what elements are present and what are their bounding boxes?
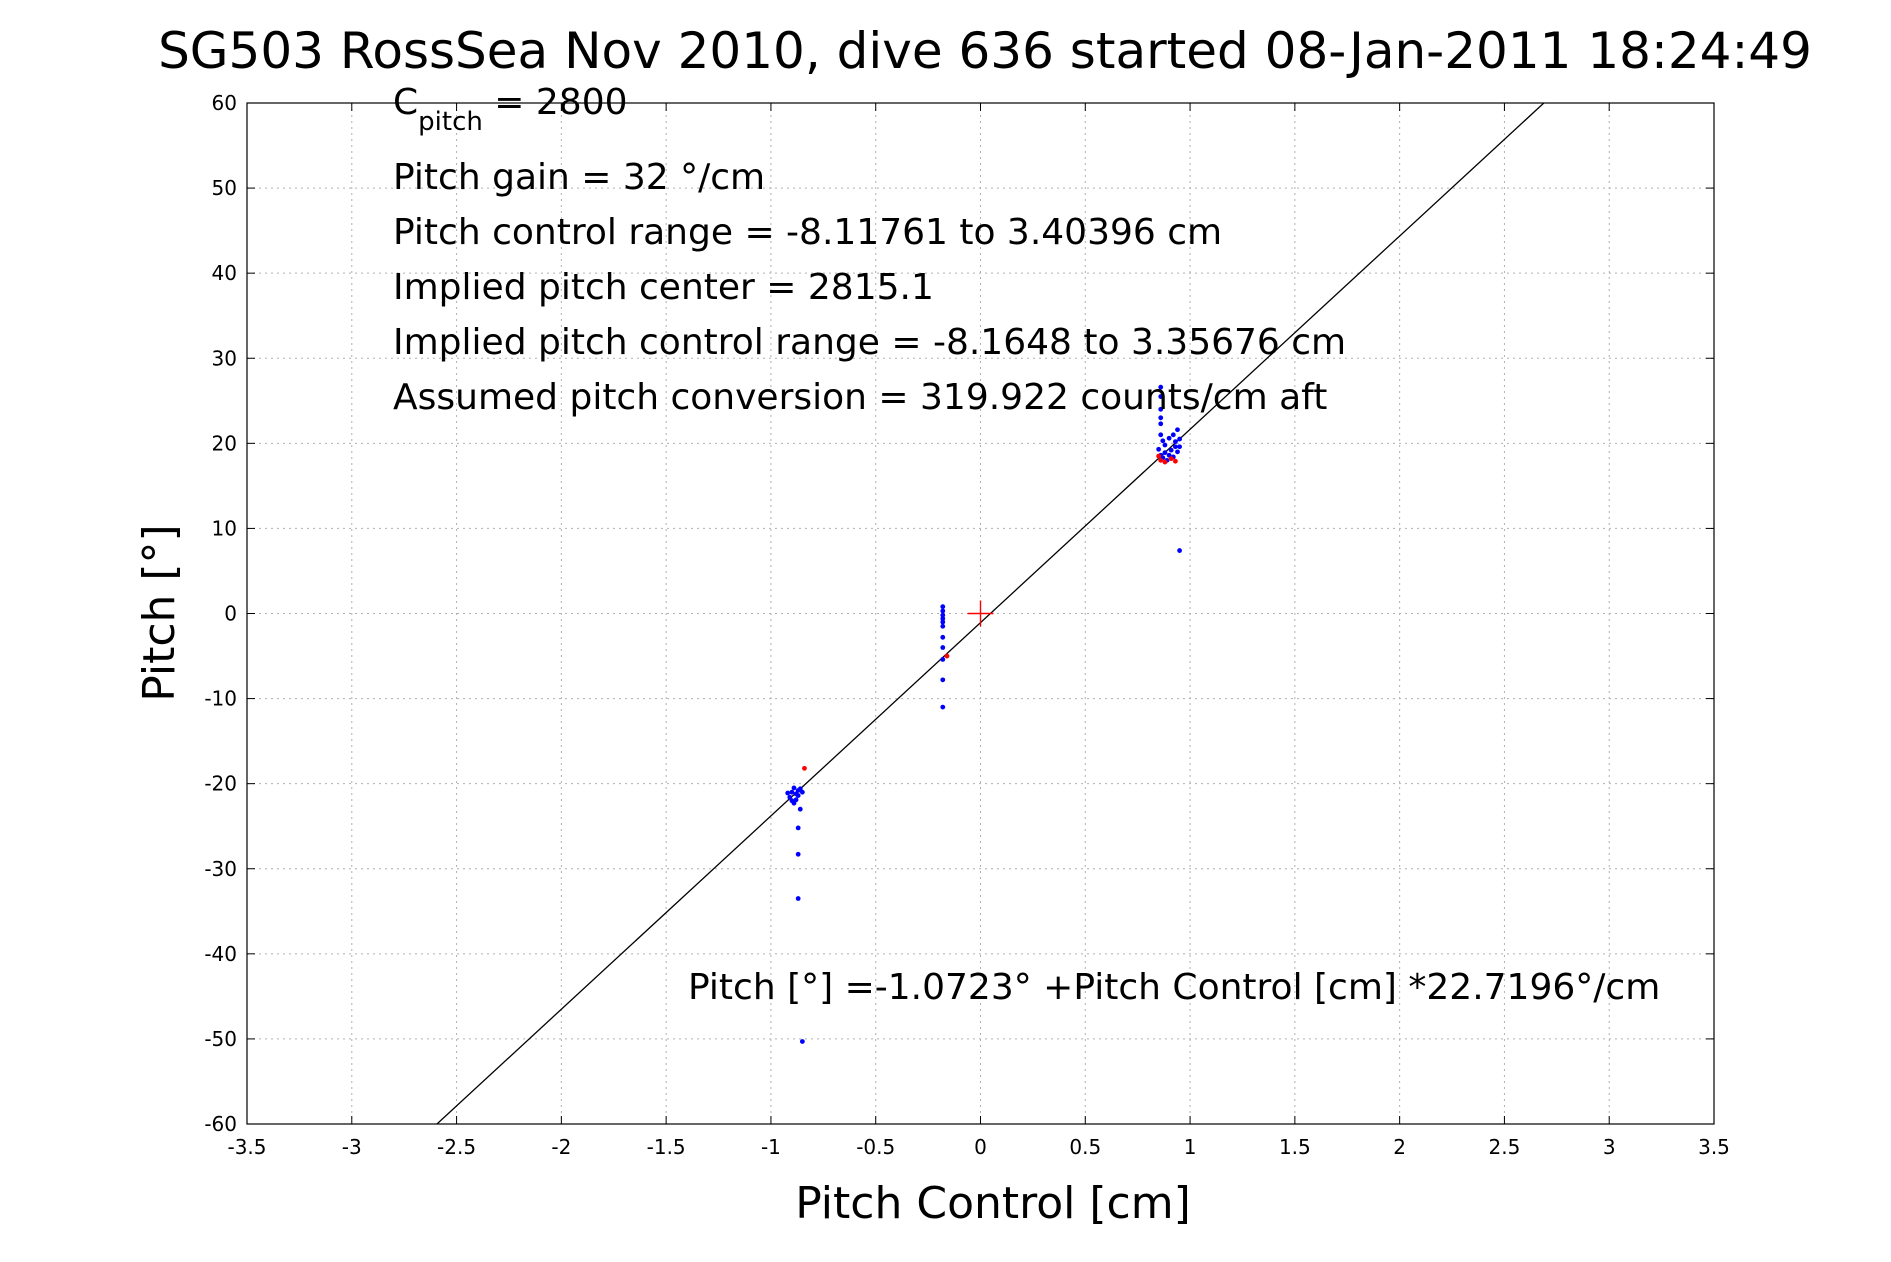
y-tick-label: -30 bbox=[204, 857, 237, 881]
data-point bbox=[802, 765, 807, 771]
data-point bbox=[1158, 432, 1164, 438]
data-point bbox=[1160, 438, 1166, 444]
data-point bbox=[791, 785, 797, 791]
x-tick-label: 3.5 bbox=[1698, 1135, 1730, 1159]
data-point bbox=[1158, 394, 1164, 399]
x-tick-label: 1 bbox=[1184, 1135, 1197, 1159]
data-point bbox=[1158, 457, 1164, 463]
x-tick-label: -1 bbox=[761, 1135, 781, 1159]
data-point bbox=[940, 657, 946, 662]
annotation-c-pitch: Cpitch = 2800 bbox=[393, 82, 628, 137]
data-point bbox=[1173, 458, 1178, 464]
data-point bbox=[1168, 447, 1174, 453]
y-tick-label: -60 bbox=[204, 1112, 237, 1136]
x-tick-label: 0.5 bbox=[1069, 1135, 1101, 1159]
annotation-pitch-gain: Pitch gain = 32 °/cm bbox=[393, 157, 765, 198]
data-point bbox=[795, 825, 801, 831]
data-point bbox=[789, 789, 795, 795]
annotation-pitch-control-range: Pitch control range = -8.11761 to 3.4039… bbox=[393, 212, 1222, 253]
y-tick-label: 30 bbox=[212, 346, 237, 370]
data-point bbox=[799, 789, 805, 795]
data-point bbox=[1162, 450, 1168, 456]
data-point bbox=[795, 793, 801, 798]
data-point bbox=[940, 634, 946, 640]
data-point bbox=[1158, 421, 1164, 427]
y-tick-label: 20 bbox=[212, 431, 237, 455]
x-tick-label: 0 bbox=[974, 1135, 987, 1159]
data-point bbox=[785, 790, 791, 796]
data-point bbox=[1162, 442, 1168, 448]
data-point bbox=[795, 896, 801, 901]
data-points bbox=[785, 384, 1182, 1044]
y-axis-ticks: -60 -50 -40 -30 -20 -10 0 10 20 30 40 50 60 bbox=[204, 91, 1714, 1136]
x-tick-label: -2 bbox=[551, 1135, 571, 1159]
data-point bbox=[1170, 432, 1176, 438]
data-point bbox=[1177, 444, 1182, 450]
data-point bbox=[1156, 446, 1162, 452]
y-tick-label: 40 bbox=[212, 261, 237, 285]
data-point bbox=[940, 704, 946, 710]
center-marker bbox=[967, 600, 994, 627]
x-axis-label: Pitch Control [cm] bbox=[795, 1178, 1191, 1229]
y-tick-label: 60 bbox=[212, 91, 237, 115]
chart-title: SG503 RossSea Nov 2010, dive 636 started… bbox=[158, 22, 1812, 80]
data-point bbox=[940, 623, 946, 629]
data-point bbox=[1158, 406, 1164, 412]
data-point bbox=[1156, 453, 1162, 459]
annotation-implied-center: Implied pitch center = 2815.1 bbox=[393, 267, 934, 308]
data-point bbox=[940, 616, 946, 622]
data-point bbox=[795, 851, 801, 857]
data-point bbox=[1175, 449, 1180, 455]
y-tick-label: 0 bbox=[224, 602, 237, 626]
data-point bbox=[940, 604, 946, 610]
data-point bbox=[940, 677, 946, 683]
y-tick-label: -10 bbox=[204, 687, 237, 711]
x-tick-label: -0.5 bbox=[856, 1135, 895, 1159]
annotation-fit-equation: Pitch [°] =-1.0723° +Pitch Control [cm] … bbox=[688, 967, 1660, 1008]
data-point bbox=[1162, 459, 1168, 465]
data-point bbox=[1173, 444, 1178, 450]
x-tick-label: -3 bbox=[342, 1135, 362, 1159]
data-point bbox=[940, 612, 946, 618]
y-axis-label: Pitch [°] bbox=[134, 524, 185, 701]
data-point bbox=[1158, 384, 1164, 390]
data-point bbox=[1177, 548, 1182, 553]
data-point bbox=[944, 653, 950, 659]
x-tick-label: 3 bbox=[1603, 1135, 1616, 1159]
y-tick-label: -20 bbox=[204, 772, 237, 796]
x-tick-label: 2.5 bbox=[1489, 1135, 1521, 1159]
plot-frame bbox=[246, 102, 1715, 1125]
y-tick-label: -40 bbox=[204, 942, 237, 966]
annotation-assumed-conversion: Assumed pitch conversion = 319.922 count… bbox=[393, 377, 1327, 418]
data-point bbox=[1173, 439, 1178, 445]
x-tick-label: -1.5 bbox=[647, 1135, 686, 1159]
data-point bbox=[1175, 427, 1180, 433]
data-point bbox=[940, 608, 946, 614]
x-axis-ticks: -3.5 -3 -2.5 -2 -1.5 -1 -0.5 0 0.5 1 1.5 2 2.5 3 3.5 bbox=[227, 103, 1730, 1159]
data-point bbox=[799, 1039, 805, 1044]
x-tick-label: -3.5 bbox=[227, 1135, 266, 1159]
x-tick-label: -2.5 bbox=[437, 1135, 476, 1159]
annotation-implied-range: Implied pitch control range = -8.1648 to… bbox=[393, 322, 1346, 363]
y-tick-label: 50 bbox=[212, 176, 237, 200]
y-tick-label: -50 bbox=[204, 1027, 237, 1051]
data-point bbox=[1168, 456, 1174, 462]
x-tick-label: 1.5 bbox=[1279, 1135, 1311, 1159]
data-point bbox=[791, 800, 797, 806]
x-tick-label: 2 bbox=[1393, 1135, 1406, 1159]
data-point bbox=[1166, 435, 1172, 441]
data-point bbox=[940, 619, 946, 625]
y-tick-label: 10 bbox=[212, 516, 237, 540]
data-point bbox=[797, 806, 803, 812]
data-point bbox=[940, 645, 946, 650]
data-point bbox=[1158, 415, 1164, 421]
data-point bbox=[1177, 436, 1182, 442]
